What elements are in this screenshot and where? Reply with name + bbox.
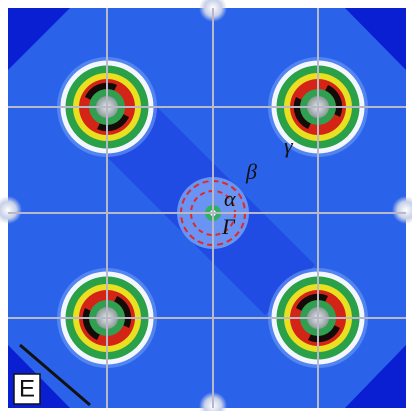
fermi-surface-map: γ β α Γ E (0, 0, 412, 411)
beta-label: β (245, 159, 257, 184)
panel-label: E (19, 375, 35, 402)
page: γ β α Γ E (() => { const data = JSON.par… (0, 0, 412, 411)
alpha-label: α (224, 186, 236, 211)
gamma-label: γ (284, 133, 294, 158)
gamma-point-label: Γ (221, 214, 236, 239)
